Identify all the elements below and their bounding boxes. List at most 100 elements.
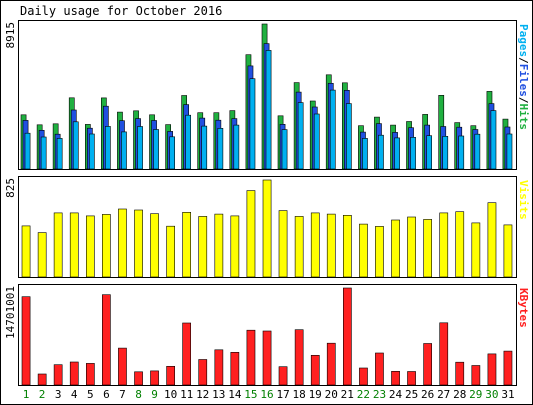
bar-pages-day-28 [458,135,465,170]
bar-visits-day-1 [21,225,31,278]
y-max-label: 14701001 [4,286,17,339]
x-tick-label: 30 [485,388,498,401]
bar-visits-day-6 [102,214,111,278]
bar-kbytes-day-17 [278,366,288,386]
bar-visits-day-13 [214,213,224,278]
bar-pages-day-4 [72,121,79,170]
bar-pages-day-24 [394,137,400,170]
x-tick-label: 9 [151,388,158,401]
bar-pages-day-29 [474,133,481,170]
bar-kbytes-day-11 [182,322,192,386]
bar-pages-day-9 [153,129,159,170]
chart-title: Daily usage for October 2016 [20,4,222,18]
bar-visits-day-20 [326,213,336,278]
bar-visits-day-16 [262,179,272,278]
bar-kbytes-day-29 [471,365,481,386]
y-max-label: 825 [4,178,17,198]
legend-item-pages: Pages [517,24,530,57]
bar-visits-day-14 [230,215,240,278]
bar-kbytes-day-2 [37,373,47,386]
bar-pages-day-18 [297,102,304,170]
bar-kbytes-day-16 [262,330,272,386]
x-tick-label: 20 [325,388,338,401]
bar-pages-day-27 [442,136,449,170]
bar-pages-day-31 [506,133,513,170]
x-tick-label: 27 [437,388,450,401]
bar-visits-day-17 [278,210,288,278]
bar-pages-day-12 [201,125,208,170]
bar-visits-day-9 [150,213,159,278]
bar-pages-day-20 [329,89,336,170]
bar-visits-day-31 [503,224,513,278]
x-tick-label: 2 [39,388,46,401]
bar-kbytes-day-31 [503,350,513,386]
bar-kbytes-day-12 [198,359,208,386]
x-tick-label: 6 [103,388,110,401]
bar-pages-day-22 [362,138,368,170]
legend-item-visits: Visits [517,180,530,220]
bar-visits-day-22 [359,223,368,278]
bar-visits-day-2 [37,232,47,278]
bar-kbytes-day-7 [118,347,127,386]
bar-kbytes-day-3 [53,364,63,386]
x-tick-label: 31 [501,388,514,401]
bar-pages-day-10 [169,136,176,170]
bar-visits-day-28 [455,211,465,278]
bar-pages-day-14 [233,124,240,170]
bar-visits-day-18 [294,216,304,278]
bar-pages-day-25 [410,137,416,170]
x-tick-label: 24 [389,388,403,401]
x-tick-label: 21 [341,388,354,401]
bar-visits-day-7 [118,208,127,278]
bar-pages-day-11 [185,114,192,170]
x-tick-label: 22 [357,388,370,401]
bar-pages-day-3 [56,138,63,170]
x-tick-label: 5 [87,388,94,401]
legend-item-files: Files [517,64,530,97]
bar-kbytes-day-1 [21,296,31,386]
bar-visits-day-8 [134,209,143,278]
bar-pages-day-7 [121,131,127,170]
bar-visits-day-30 [487,202,497,278]
x-tick-label: 8 [135,388,142,401]
bar-visits-day-3 [53,212,63,278]
legend-pages-files-hits: Pages/Files/Hits [517,24,530,130]
bar-kbytes-day-14 [230,351,240,386]
bar-kbytes-day-9 [150,370,159,386]
bar-pages-day-16 [265,50,272,170]
bar-pages-day-13 [217,128,224,170]
bar-kbytes-day-24 [391,370,400,386]
x-tick-label: 23 [373,388,386,401]
x-tick-label: 1 [23,388,30,401]
panel-visits: 825 Visits [4,176,530,278]
bar-visits-day-25 [407,216,416,278]
bar-pages-day-26 [426,135,433,170]
bar-kbytes-day-6 [102,294,111,386]
bar-kbytes-day-27 [439,322,449,386]
bar-visits-day-27 [439,212,449,278]
bar-kbytes-day-30 [487,353,497,386]
legend-visits: Visits [517,180,530,220]
x-tick-label: 17 [276,388,289,401]
bar-kbytes-day-5 [86,363,95,386]
bar-visits-day-29 [471,222,481,278]
x-tick-label: 4 [71,388,78,401]
legend-separator: / [517,97,530,104]
bar-visits-day-4 [69,212,79,278]
bar-visits-day-15 [246,190,256,278]
legend-separator: / [517,57,530,64]
bar-kbytes-day-10 [166,365,176,386]
bar-pages-day-30 [490,110,497,170]
x-tick-label: 26 [421,388,434,401]
x-tick-label: 28 [453,388,466,401]
x-tick-label: 15 [244,388,257,401]
x-tick-label: 10 [164,388,177,401]
bar-visits-day-10 [166,225,176,278]
x-tick-label: 14 [228,388,242,401]
bar-kbytes-day-26 [423,343,433,386]
y-max-label: 8915 [4,22,17,49]
bar-pages-day-6 [105,126,111,170]
